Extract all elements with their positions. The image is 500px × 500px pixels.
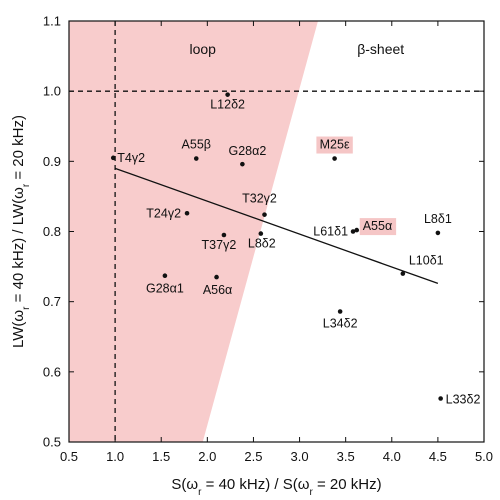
- point-marker: [162, 273, 168, 279]
- y-tick-label: 0.6: [43, 364, 61, 379]
- point-marker: [354, 227, 360, 233]
- highlight-box: [316, 136, 353, 154]
- point-marker: [193, 156, 199, 161]
- point-marker: [225, 92, 230, 97]
- data-point: L34δ2: [323, 309, 358, 330]
- highlight-box: [359, 218, 397, 236]
- point-label: L10δ1: [409, 254, 444, 268]
- y-tick-label: 0.8: [43, 224, 61, 239]
- point-marker: [435, 230, 441, 236]
- x-axis-title: S(ωr = 40 kHz) / S(ωr = 20 kHz): [171, 476, 381, 498]
- data-point: T24γ2: [146, 206, 190, 220]
- data-point: L61δ1: [313, 225, 356, 239]
- point-label: G28α2: [228, 144, 266, 158]
- x-tick-label: 2.5: [244, 449, 262, 464]
- point-label: L34δ2: [323, 316, 358, 330]
- point-label: L12δ2: [210, 98, 245, 112]
- point-label: L61δ1: [313, 225, 348, 239]
- data-point: L12δ2: [210, 92, 245, 112]
- data-point: G28α1: [146, 273, 184, 296]
- point-marker: [110, 155, 116, 161]
- y-tick-label: 0.9: [43, 154, 61, 169]
- loop-region: [69, 21, 318, 442]
- point-label: A55α: [363, 219, 392, 233]
- data-point: L8δ1: [424, 212, 452, 236]
- point-marker: [258, 231, 264, 236]
- point-marker: [221, 232, 227, 238]
- fit-line: [114, 167, 439, 285]
- x-tick-label: 3.0: [291, 449, 309, 464]
- data-point: A55α: [354, 218, 397, 236]
- point-marker: [184, 210, 190, 216]
- data-point: G28α2: [228, 144, 266, 167]
- point-label: L33δ2: [446, 392, 481, 406]
- x-tick-label: 2.0: [198, 449, 216, 464]
- data-point: T37γ2: [202, 232, 237, 252]
- point-label: T24γ2: [146, 206, 181, 220]
- y-tick-label: 1.0: [43, 84, 61, 99]
- point-label: G28α1: [146, 282, 184, 296]
- data-point: A56α: [203, 274, 232, 297]
- point-marker: [240, 161, 245, 167]
- y-tick-label: 1.1: [43, 14, 61, 29]
- x-tick-label: 3.5: [337, 449, 355, 464]
- point-marker: [262, 212, 267, 217]
- data-point: A55β: [182, 138, 211, 161]
- point-label: A56α: [203, 283, 232, 297]
- y-tick-label: 0.5: [43, 435, 61, 450]
- y-tick-label: 0.7: [43, 294, 61, 309]
- data-point: L33δ2: [438, 392, 480, 406]
- point-marker: [214, 274, 219, 280]
- point-label: T32γ2: [242, 192, 277, 206]
- point-label: T37γ2: [202, 238, 237, 252]
- point-label: L8δ2: [248, 237, 276, 251]
- point-label: M25ε: [320, 138, 350, 152]
- data-point: T4γ2: [110, 151, 145, 165]
- x-tick-label: 1.0: [106, 449, 124, 464]
- data-point: M25ε: [316, 136, 353, 161]
- point-marker: [337, 309, 343, 314]
- x-tick-label: 0.5: [60, 449, 78, 464]
- data-point: L10δ1: [400, 254, 444, 276]
- beta-sheet-region-label: β-sheet: [357, 41, 404, 57]
- x-tick-label: 4.0: [383, 449, 401, 464]
- x-tick-label: 5.0: [475, 449, 493, 464]
- x-tick-label: 4.5: [429, 449, 447, 464]
- x-tick-label: 1.5: [152, 449, 170, 464]
- point-marker: [400, 271, 406, 276]
- point-label: T4γ2: [117, 151, 145, 165]
- point-marker: [438, 396, 443, 401]
- loop-region-label: loop: [189, 41, 216, 57]
- point-marker: [332, 156, 337, 161]
- data-point: T32γ2: [242, 192, 277, 217]
- point-label: L8δ1: [424, 212, 452, 226]
- y-axis-title: LW(ωr = 40 kHz) / LW(ωr = 20 kHz): [10, 115, 32, 348]
- data-point: L8δ2: [248, 231, 276, 251]
- point-marker: [350, 229, 356, 234]
- point-label: A55β: [182, 138, 211, 152]
